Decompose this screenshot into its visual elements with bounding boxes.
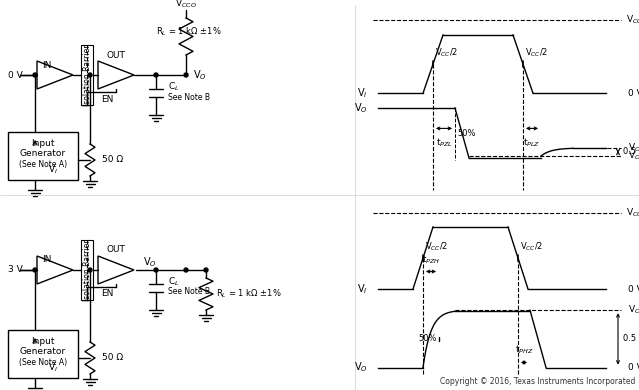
Text: Copyright © 2016, Texas Instruments Incorporated: Copyright © 2016, Texas Instruments Inco… xyxy=(440,377,635,386)
Circle shape xyxy=(33,268,37,272)
Text: C$_L$: C$_L$ xyxy=(168,81,180,93)
Circle shape xyxy=(88,268,92,272)
Text: EN: EN xyxy=(101,94,113,103)
Polygon shape xyxy=(37,256,73,284)
Text: V$_{CC}$: V$_{CC}$ xyxy=(626,14,639,26)
Text: V$_O$: V$_O$ xyxy=(193,68,207,82)
Text: C$_L$: C$_L$ xyxy=(168,276,180,288)
Text: (See Note A): (See Note A) xyxy=(19,358,67,367)
Text: 0 V: 0 V xyxy=(8,71,23,80)
Text: 50%: 50% xyxy=(457,129,475,138)
Text: t$_{PLZ}$: t$_{PLZ}$ xyxy=(523,136,541,149)
Circle shape xyxy=(154,73,158,77)
Text: 50 Ω: 50 Ω xyxy=(102,353,123,362)
Text: V$_{CC}$: V$_{CC}$ xyxy=(626,207,639,219)
Text: V$_{CCO}$: V$_{CCO}$ xyxy=(175,0,197,10)
Text: 0 V: 0 V xyxy=(628,284,639,294)
Bar xyxy=(81,45,93,105)
Text: 0.5 V: 0.5 V xyxy=(623,147,639,156)
Text: 3 V: 3 V xyxy=(8,266,23,275)
Text: V$_I$: V$_I$ xyxy=(357,282,368,296)
Text: V$_I$: V$_I$ xyxy=(48,362,58,374)
Circle shape xyxy=(154,268,158,272)
Circle shape xyxy=(184,268,188,272)
Text: Generator: Generator xyxy=(20,347,66,356)
Text: V$_{CC}$/2: V$_{CC}$/2 xyxy=(435,47,458,59)
Text: V$_{OH}$: V$_{OH}$ xyxy=(628,304,639,317)
Text: V$_O$: V$_O$ xyxy=(354,361,368,374)
Circle shape xyxy=(204,268,208,272)
Text: See Note B: See Note B xyxy=(168,92,210,101)
Text: IN: IN xyxy=(42,255,52,264)
Text: OUT: OUT xyxy=(107,245,125,255)
Polygon shape xyxy=(98,61,134,89)
Text: EN: EN xyxy=(101,289,113,298)
Text: Generator: Generator xyxy=(20,149,66,158)
Text: V$_{CC}$/2: V$_{CC}$/2 xyxy=(520,241,543,253)
Text: V$_{OL}$: V$_{OL}$ xyxy=(628,150,639,162)
Circle shape xyxy=(33,73,37,77)
Text: IN: IN xyxy=(42,60,52,69)
Text: V$_I$: V$_I$ xyxy=(357,86,368,100)
Text: V$_{CC}$/2: V$_{CC}$/2 xyxy=(425,241,449,253)
Text: V$_O$: V$_O$ xyxy=(143,255,157,269)
Text: Isolation Barrier: Isolation Barrier xyxy=(82,44,91,106)
Text: Isolation Barrier: Isolation Barrier xyxy=(82,239,91,301)
Text: 0 V: 0 V xyxy=(628,363,639,372)
Text: V$_{OH}$: V$_{OH}$ xyxy=(628,142,639,154)
Text: R$_L$ = 1 kΩ ±1%: R$_L$ = 1 kΩ ±1% xyxy=(156,26,222,38)
Text: (See Note A): (See Note A) xyxy=(19,161,67,170)
Text: 50%: 50% xyxy=(419,334,437,343)
Text: t$_{PHZ}$: t$_{PHZ}$ xyxy=(514,344,534,356)
Circle shape xyxy=(88,73,92,77)
Circle shape xyxy=(184,73,188,77)
Text: 0 V: 0 V xyxy=(628,89,639,98)
Text: t$_{PZH}$: t$_{PZH}$ xyxy=(422,253,440,266)
Bar xyxy=(81,240,93,300)
Text: 50 Ω: 50 Ω xyxy=(102,156,123,165)
Text: Input: Input xyxy=(31,140,55,149)
Text: V$_{CC}$/2: V$_{CC}$/2 xyxy=(525,47,548,59)
Bar xyxy=(8,330,78,378)
Text: See Note B: See Note B xyxy=(168,287,210,296)
Text: OUT: OUT xyxy=(107,50,125,60)
Text: 0.5 V: 0.5 V xyxy=(623,334,639,343)
Text: R$_L$ = 1 kΩ ±1%: R$_L$ = 1 kΩ ±1% xyxy=(216,288,282,300)
Text: Input: Input xyxy=(31,337,55,346)
Polygon shape xyxy=(37,61,73,89)
Text: V$_O$: V$_O$ xyxy=(354,101,368,115)
Text: V$_I$: V$_I$ xyxy=(48,164,58,176)
Text: t$_{PZL}$: t$_{PZL}$ xyxy=(436,136,452,149)
Polygon shape xyxy=(98,256,134,284)
Bar xyxy=(8,132,78,180)
